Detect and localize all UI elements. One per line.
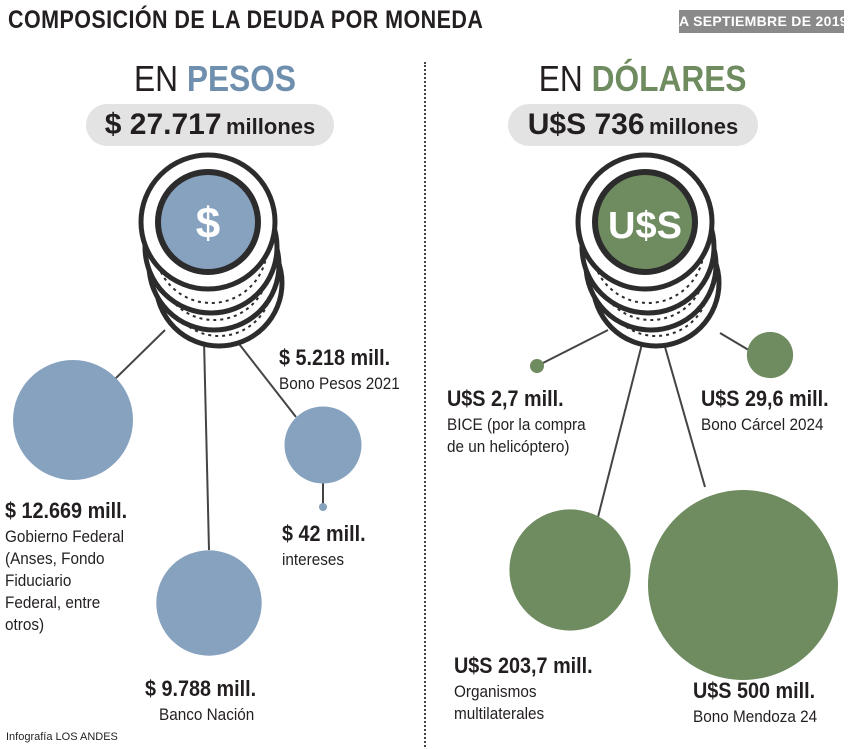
pesos-title-accent: PESOS: [186, 58, 297, 99]
description-line: Banco Nación: [159, 704, 255, 724]
bubble-label-gobierno-federal: $ 12.669 mill. Gobierno Federal (Anses, …: [5, 497, 141, 636]
description-line: Organismos: [454, 681, 537, 701]
description-line: BICE (por la compra: [447, 414, 586, 434]
connector-line: [662, 339, 706, 488]
dolares-total-amount: U$S 736: [527, 108, 645, 141]
value-label: U$S 29,6 mill.: [701, 386, 829, 411]
date-badge: A SEPTIEMBRE DE 2019: [679, 10, 848, 33]
pesos-total-amount: $ 27.717: [104, 108, 222, 141]
value-label: $ 5.218 mill.: [279, 345, 391, 370]
bubble-label-bono-carcel: U$S 29,6 mill. Bono Cárcel 2024: [701, 385, 843, 436]
connector-line: [536, 329, 609, 367]
value-label: U$S 2,7 mill.: [447, 386, 564, 411]
connector-line: [597, 339, 644, 518]
description-line: (Anses, Fondo: [5, 548, 105, 568]
pesos-coin-stack-icon: [138, 152, 285, 349]
pesos-total-pill: $ 27.717 millones: [86, 104, 334, 146]
dolares-bubble: [746, 331, 794, 379]
description-line: intereses: [282, 549, 345, 569]
value-label: U$S 500 mill.: [693, 678, 816, 703]
pesos-bubble: [319, 503, 327, 511]
description-line: otros): [5, 614, 45, 634]
bubble-label-organismos: U$S 203,7 mill. Organismos multilaterale…: [454, 652, 608, 725]
bubble-label-bono-mendoza: U$S 500 mill. Bono Mendoza 24: [693, 677, 831, 728]
description-line: Federal, entre: [5, 592, 101, 612]
connector-line: [235, 339, 297, 418]
credit-line: Infografía LOS ANDES: [6, 731, 118, 743]
connector-line: [113, 329, 166, 381]
description-line: Bono Cárcel 2024: [701, 414, 824, 434]
dollar-coin-stack-icon: [575, 152, 722, 349]
dolares-total-unit: millones: [648, 114, 739, 139]
description-line: Bono Pesos 2021: [279, 373, 400, 393]
dolares-title-prefix: EN: [538, 58, 583, 99]
dolares-coin-symbol: U$S: [608, 205, 682, 247]
pesos-bubble: [13, 360, 133, 480]
description-line: multilaterales: [454, 703, 545, 723]
dolares-bubble: [509, 509, 631, 631]
bubble-label-intereses: $ 42 mill. intereses: [282, 520, 375, 571]
bubble-label-bice: U$S 2,7 mill. BICE (por la compra de un …: [447, 385, 601, 458]
description-line: Fiduciario: [5, 570, 72, 590]
pesos-bubble: [284, 406, 362, 484]
bubble-label-bono-pesos-2021: $ 5.218 mill. Bono Pesos 2021: [279, 344, 413, 395]
description-line: de un helicóptero): [447, 436, 570, 456]
connector-line: [719, 332, 753, 353]
value-label: $ 9.788 mill.: [145, 676, 257, 701]
pesos-total-unit: millones: [225, 114, 316, 139]
dolares-total-pill: U$S 736 millones: [508, 104, 758, 146]
bubble-label-banco-nacion: $ 9.788 mill. Banco Nación: [145, 675, 269, 726]
description-line: Gobierno Federal: [5, 526, 125, 546]
pesos-section-title: EN PESOS: [131, 58, 298, 100]
dolares-section-title: EN DÓLARES: [538, 58, 747, 100]
page-title: COMPOSICIÓN DE LA DEUDA POR MONEDA: [8, 6, 484, 34]
pesos-bubble: [156, 550, 262, 656]
value-label: $ 12.669 mill.: [5, 498, 128, 523]
value-label: $ 42 mill.: [282, 521, 366, 546]
pesos-title-prefix: EN: [133, 58, 179, 99]
dolares-bubble: [530, 359, 544, 373]
dolares-title-accent: DÓLARES: [591, 58, 747, 99]
connector-line: [203, 339, 210, 551]
column-divider: [424, 62, 426, 747]
value-label: U$S 203,7 mill.: [454, 653, 593, 678]
pesos-coin-symbol: $: [196, 199, 220, 248]
dolares-bubble: [648, 490, 838, 680]
description-line: Bono Mendoza 24: [693, 706, 818, 726]
